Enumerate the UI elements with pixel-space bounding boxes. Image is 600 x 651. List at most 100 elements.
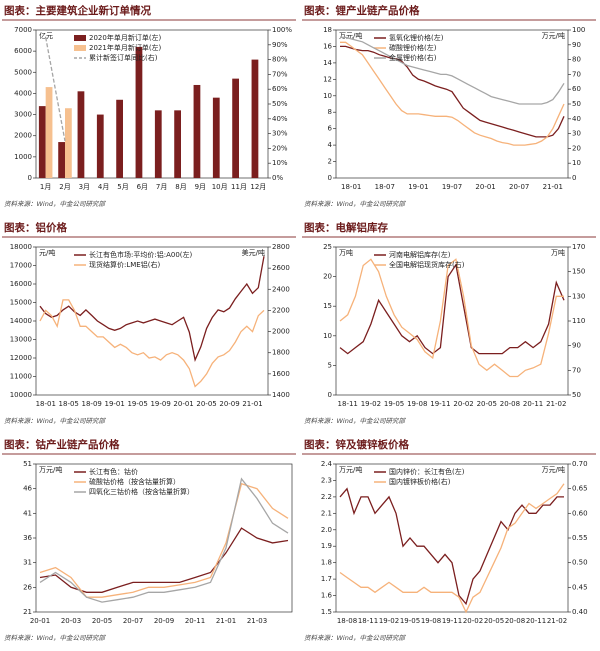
- legend-label: 长江有色：钴价: [89, 467, 138, 476]
- series-line: [339, 258, 564, 378]
- y2-tick-label: 0.70: [572, 460, 588, 468]
- x-tick-label: 19-01: [104, 400, 124, 408]
- y-tick-label: 5000: [14, 68, 32, 76]
- y-tick-label: 2.3: [321, 476, 332, 484]
- y-tick-label: 26: [23, 583, 32, 591]
- legend-label: 2020年单月新订单(左): [89, 33, 162, 42]
- x-tick-label: 4月: [98, 183, 109, 191]
- y2-tick-label: 80: [572, 56, 581, 64]
- series-line: [339, 487, 564, 606]
- legend-label: 碳酸锂价格(左): [389, 43, 437, 52]
- y2-tick-label: 60: [572, 85, 581, 93]
- source: 资料来源：Wind，中金公司研究部: [304, 200, 406, 208]
- source: 资料来源：Wind，中金公司研究部: [4, 200, 106, 208]
- y2-tick-label: 80%: [272, 56, 288, 64]
- x-tick-label: 21-01: [242, 400, 262, 408]
- y-tick-label: 8: [328, 108, 332, 116]
- x-tick-label: 19-11: [442, 617, 462, 625]
- y-tick-label: 12000: [10, 354, 32, 362]
- x-tick-label: 18-09: [82, 400, 102, 408]
- x-tick-label: 12月: [250, 183, 266, 191]
- x-tick-label: 20-01: [475, 183, 495, 191]
- x-tick-label: 20-05: [484, 617, 504, 625]
- bar: [65, 108, 72, 178]
- x-tick-label: 3月: [79, 183, 90, 191]
- bar: [38, 106, 46, 178]
- legend-label: 国内镀锌板价格(右): [389, 477, 451, 486]
- y2-tick-label: 0.55: [572, 534, 588, 542]
- bar: [116, 99, 123, 178]
- x-tick-label: 18-08: [337, 617, 357, 625]
- y-tick-label: 5: [328, 361, 332, 369]
- bar: [154, 110, 162, 178]
- y2-tick-label: 40: [572, 115, 581, 123]
- plot-frame: [35, 463, 293, 613]
- y2-tick-label: 70: [572, 366, 581, 374]
- x-tick-label: 19-11: [430, 400, 450, 408]
- y2-unit: 美元/吨: [242, 248, 265, 257]
- x-tick-label: 11月: [231, 183, 247, 191]
- y-tick-label: 18: [323, 26, 332, 34]
- y-tick-label: 11000: [10, 373, 32, 381]
- y2-tick-label: 10: [572, 159, 581, 167]
- x-tick-label: 20-08: [505, 617, 525, 625]
- legend-label: 河南电解铝库存(左): [389, 250, 451, 259]
- bar: [45, 87, 53, 178]
- y-tick-label: 1.5: [321, 608, 332, 616]
- y-tick-label: 10: [323, 92, 332, 100]
- y-unit: 万吨: [339, 248, 353, 257]
- bar: [232, 78, 239, 178]
- series-line: [39, 256, 265, 363]
- series-line: [39, 299, 265, 388]
- bar: [58, 142, 65, 178]
- x-tick-label: 20-09: [219, 400, 239, 408]
- y-tick-label: 3000: [14, 111, 32, 119]
- y-tick-label: 15000: [10, 299, 32, 307]
- source: 资料来源：Wind，中金公司研究部: [4, 417, 106, 425]
- x-tick-label: 1月: [40, 183, 51, 191]
- y2-tick-label: 90: [572, 342, 581, 350]
- y2-tick-label: 100: [572, 26, 585, 34]
- x-tick-label: 19-05: [400, 617, 420, 625]
- x-tick-label: 21-02: [547, 617, 567, 625]
- plot-frame: [35, 246, 269, 396]
- x-tick-label: 19-05: [127, 400, 147, 408]
- y-unit: 亿元: [39, 31, 53, 40]
- series-line: [45, 37, 66, 142]
- y2-tick-label: 130: [572, 292, 585, 300]
- x-tick-label: 6月: [137, 183, 148, 191]
- x-tick-label: 19-07: [442, 183, 462, 191]
- y-tick-label: 14: [323, 59, 332, 67]
- series-line: [340, 41, 565, 146]
- x-tick-label: 8月: [175, 183, 186, 191]
- chart-title: 图表：钴产业链产品价格: [4, 438, 120, 451]
- y-unit: 万元/吨: [39, 465, 62, 474]
- x-tick-label: 18-05: [59, 400, 79, 408]
- legend-label: 2021年单月新订单(左): [89, 43, 162, 52]
- bar: [212, 97, 220, 178]
- y-tick-label: 10: [323, 332, 332, 340]
- x-tick-label: 18-11: [358, 617, 378, 625]
- x-tick-label: 20-03: [61, 617, 81, 625]
- legend-label: 金属锂价格(右): [389, 53, 437, 62]
- y2-tick-label: 2400: [272, 285, 290, 293]
- y2-tick-label: 30%: [272, 130, 288, 138]
- bar: [96, 114, 104, 178]
- x-tick-label: 9月: [195, 183, 206, 191]
- x-tick-label: 21-01: [216, 617, 236, 625]
- x-tick-label: 20-08: [500, 400, 520, 408]
- y-tick-label: 15: [323, 302, 332, 310]
- y-tick-label: 1.6: [321, 592, 333, 600]
- y-tick-label: 21: [23, 608, 32, 616]
- x-tick-label: 21-03: [247, 617, 267, 625]
- bar: [135, 46, 143, 178]
- plot-frame: [335, 246, 569, 396]
- legend-label: 四氧化三钴价格（按含钴量折算）: [89, 487, 194, 496]
- x-tick-label: 18-01: [341, 183, 361, 191]
- x-tick-label: 21-02: [546, 400, 566, 408]
- legend-label: 氢氧化锂价格(左): [389, 33, 444, 42]
- legend-label: 硫酸钴价格（按含钴量折算）: [89, 477, 180, 486]
- x-tick-label: 20-05: [477, 400, 497, 408]
- x-tick-label: 2月: [59, 183, 70, 191]
